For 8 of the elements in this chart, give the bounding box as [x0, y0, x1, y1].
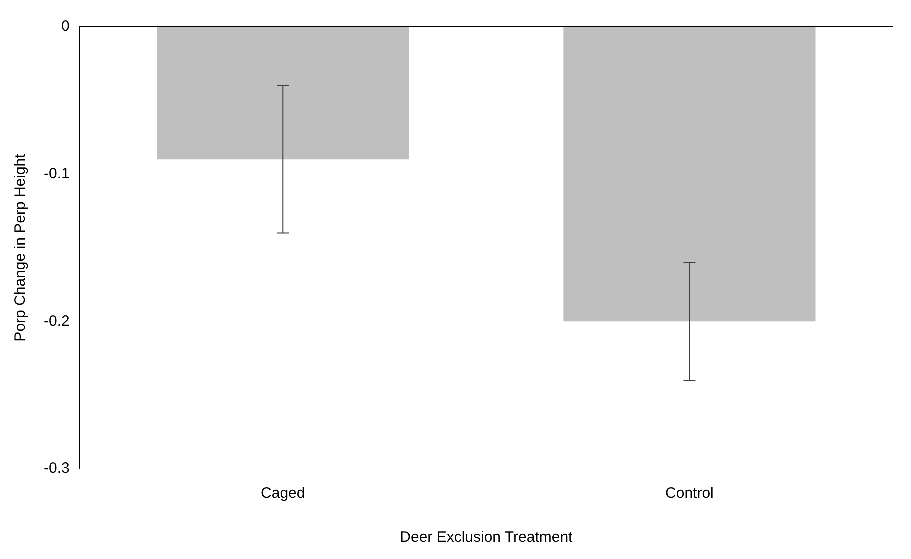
y-tick-label: -0.2 [44, 312, 70, 330]
x-tick-label: Caged [261, 485, 306, 502]
y-tick-label: -0.1 [44, 165, 70, 182]
x-tick-label: Control [666, 485, 714, 502]
y-tick-label: -0.3 [44, 460, 70, 478]
y-tick-label: 0 [62, 18, 70, 36]
y-axis-title: Porp Change in Perp Height [12, 153, 30, 342]
x-axis-title: Deer Exclusion Treatment [400, 529, 574, 546]
